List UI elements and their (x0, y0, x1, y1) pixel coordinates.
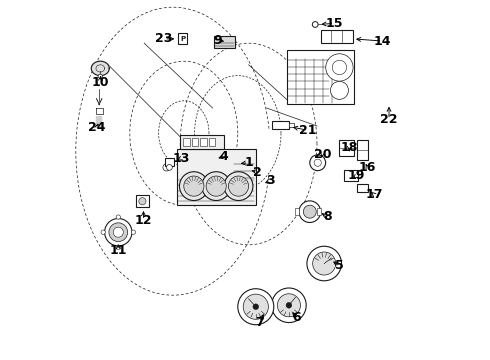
Circle shape (206, 176, 226, 196)
Circle shape (202, 172, 231, 201)
Circle shape (299, 201, 320, 222)
Bar (183, 138, 190, 146)
Text: 14: 14 (374, 35, 392, 48)
Text: 18: 18 (341, 141, 358, 154)
Text: 17: 17 (365, 188, 383, 201)
Circle shape (312, 22, 318, 27)
Bar (178, 33, 187, 44)
Circle shape (271, 288, 306, 323)
Text: 24: 24 (88, 121, 105, 134)
Text: 13: 13 (172, 152, 190, 165)
Bar (215, 36, 235, 48)
Circle shape (310, 155, 326, 171)
Text: 12: 12 (135, 214, 152, 227)
Circle shape (139, 198, 146, 205)
Circle shape (98, 74, 102, 78)
Circle shape (184, 176, 204, 196)
Bar (192, 138, 198, 146)
Text: 7: 7 (255, 316, 264, 329)
Text: 2: 2 (253, 166, 262, 179)
Circle shape (113, 227, 123, 237)
Text: P: P (180, 36, 185, 41)
Circle shape (313, 252, 336, 275)
Circle shape (286, 302, 292, 308)
Polygon shape (96, 108, 103, 114)
Text: 21: 21 (299, 124, 317, 137)
Bar (136, 195, 149, 207)
Polygon shape (91, 61, 109, 76)
Text: 3: 3 (266, 174, 274, 187)
Circle shape (326, 54, 353, 81)
Bar (295, 208, 299, 215)
Bar (180, 135, 224, 149)
Text: 6: 6 (292, 311, 300, 324)
Circle shape (330, 81, 348, 99)
Circle shape (104, 219, 132, 246)
Text: 8: 8 (323, 210, 331, 223)
Circle shape (238, 289, 274, 325)
Bar (288, 50, 354, 104)
Text: 5: 5 (335, 259, 343, 272)
Text: 4: 4 (219, 150, 228, 163)
Text: 10: 10 (92, 76, 109, 89)
Circle shape (228, 176, 248, 196)
Bar (357, 184, 368, 192)
Text: 15: 15 (325, 17, 343, 30)
Circle shape (253, 304, 259, 310)
Text: 1: 1 (244, 156, 253, 169)
Bar (320, 30, 353, 43)
Text: 19: 19 (348, 169, 365, 182)
Circle shape (163, 164, 170, 171)
Circle shape (179, 172, 208, 201)
Bar (289, 123, 294, 127)
Bar (209, 138, 216, 146)
Bar (357, 140, 368, 160)
Text: 23: 23 (155, 32, 172, 45)
Bar (165, 158, 174, 166)
Circle shape (303, 205, 316, 218)
Bar (317, 208, 320, 215)
Bar (176, 149, 256, 205)
Text: 11: 11 (110, 244, 127, 257)
Circle shape (224, 172, 253, 201)
Circle shape (131, 230, 136, 234)
Text: 22: 22 (380, 113, 398, 126)
Circle shape (116, 245, 121, 249)
Bar (339, 140, 354, 156)
Circle shape (243, 294, 269, 319)
Circle shape (277, 294, 300, 317)
Text: 9: 9 (213, 34, 222, 47)
Circle shape (167, 165, 172, 170)
Text: 20: 20 (314, 148, 331, 161)
Circle shape (116, 215, 121, 219)
Circle shape (109, 223, 127, 242)
Bar (344, 170, 358, 181)
Circle shape (307, 246, 342, 281)
Text: 16: 16 (359, 161, 376, 174)
Bar (200, 138, 207, 146)
Circle shape (101, 230, 105, 234)
Bar (272, 121, 289, 129)
